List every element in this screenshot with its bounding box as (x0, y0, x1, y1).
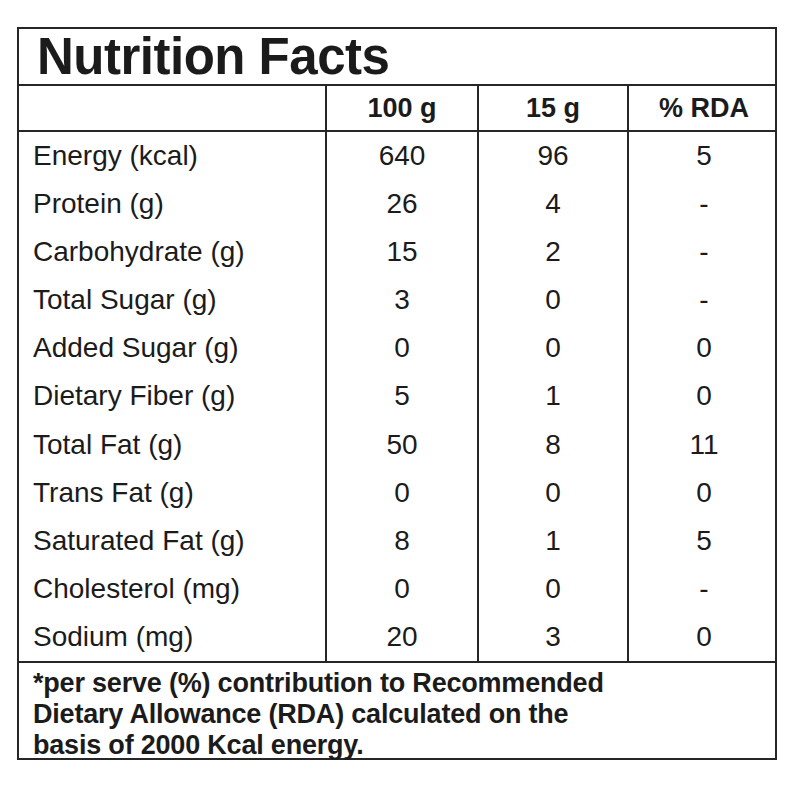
value-per-serving: 0 (477, 469, 627, 517)
value-rda: - (627, 276, 779, 324)
value-rda: 0 (627, 324, 779, 372)
row-label: Carbohydrate (g) (19, 228, 325, 276)
value-per-serving: 0 (477, 276, 627, 324)
value-per-serving: 1 (477, 372, 627, 420)
footnote-line: Dietary Allowance (RDA) calculated on th… (33, 699, 761, 730)
footnote-line: *per serve (%) contribution to Recommend… (33, 668, 761, 699)
value-per-serving: 0 (477, 565, 627, 613)
value-rda: - (627, 228, 779, 276)
value-per-100g: 640 (325, 132, 477, 180)
value-per-100g: 15 (325, 228, 477, 276)
table-body: Energy (kcal) 640 96 5 Protein (g) 26 4 … (19, 132, 775, 661)
row-label: Trans Fat (g) (19, 469, 325, 517)
table-title: Nutrition Facts (19, 29, 775, 86)
header-per-serving: 15 g (477, 86, 627, 130)
value-per-serving: 3 (477, 613, 627, 661)
table-row: Energy (kcal) 640 96 5 (19, 132, 779, 180)
value-per-serving: 0 (477, 324, 627, 372)
value-rda: 11 (627, 421, 779, 469)
value-rda: - (627, 180, 779, 228)
header-blank-cell (19, 86, 325, 130)
table-row: Protein (g) 26 4 - (19, 180, 779, 228)
value-rda: 0 (627, 613, 779, 661)
value-per-serving: 8 (477, 421, 627, 469)
footnote: *per serve (%) contribution to Recommend… (19, 661, 775, 758)
table-row: Total Fat (g) 50 8 11 (19, 421, 779, 469)
value-rda: 5 (627, 132, 779, 180)
header-rda: % RDA (627, 86, 779, 130)
value-per-100g: 8 (325, 517, 477, 565)
table-header-row: 100 g 15 g % RDA (19, 86, 775, 132)
footnote-line: basis of 2000 Kcal energy. (33, 730, 761, 761)
table-row: Dietary Fiber (g) 5 1 0 (19, 372, 779, 420)
value-per-serving: 96 (477, 132, 627, 180)
value-rda: - (627, 565, 779, 613)
table-row: Cholesterol (mg) 0 0 - (19, 565, 779, 613)
row-label: Dietary Fiber (g) (19, 372, 325, 420)
nutrition-facts-table: Nutrition Facts 100 g 15 g % RDA Energy … (17, 27, 777, 760)
value-per-serving: 1 (477, 517, 627, 565)
row-label: Sodium (mg) (19, 613, 325, 661)
table-row: Saturated Fat (g) 8 1 5 (19, 517, 779, 565)
table-row: Added Sugar (g) 0 0 0 (19, 324, 779, 372)
value-per-100g: 50 (325, 421, 477, 469)
table-row: Trans Fat (g) 0 0 0 (19, 469, 779, 517)
row-label: Added Sugar (g) (19, 324, 325, 372)
value-per-100g: 26 (325, 180, 477, 228)
value-per-100g: 0 (325, 565, 477, 613)
row-label: Energy (kcal) (19, 132, 325, 180)
value-per-serving: 2 (477, 228, 627, 276)
value-rda: 0 (627, 372, 779, 420)
value-rda: 5 (627, 517, 779, 565)
row-label: Cholesterol (mg) (19, 565, 325, 613)
header-per-100g: 100 g (325, 86, 477, 130)
value-per-100g: 20 (325, 613, 477, 661)
value-per-100g: 5 (325, 372, 477, 420)
table-row: Carbohydrate (g) 15 2 - (19, 228, 779, 276)
value-per-100g: 3 (325, 276, 477, 324)
row-label: Protein (g) (19, 180, 325, 228)
table-row: Sodium (mg) 20 3 0 (19, 613, 779, 661)
value-rda: 0 (627, 469, 779, 517)
value-per-serving: 4 (477, 180, 627, 228)
value-per-100g: 0 (325, 324, 477, 372)
value-per-100g: 0 (325, 469, 477, 517)
row-label: Total Fat (g) (19, 421, 325, 469)
row-label: Saturated Fat (g) (19, 517, 325, 565)
row-label: Total Sugar (g) (19, 276, 325, 324)
table-row: Total Sugar (g) 3 0 - (19, 276, 779, 324)
